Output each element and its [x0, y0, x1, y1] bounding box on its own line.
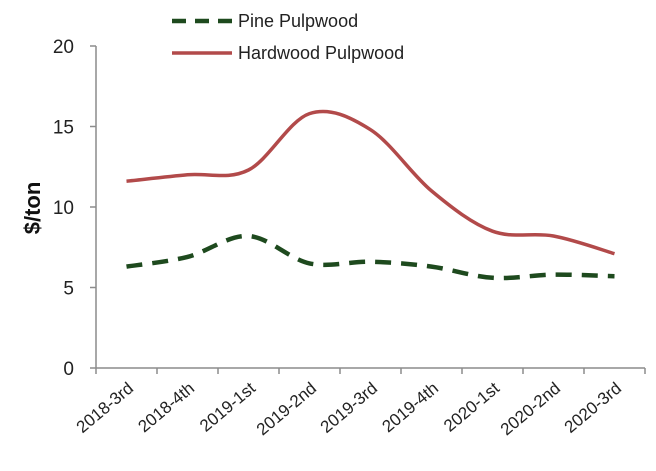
data-point: [308, 112, 312, 116]
x-ticks: 2018-3rd2018-4th2019-1st2019-2nd2019-3rd…: [73, 368, 646, 440]
x-tick-label: 2020-1st: [440, 378, 503, 435]
data-point: [369, 128, 373, 132]
data-point: [186, 255, 190, 259]
x-tick-label: 2019-1st: [196, 378, 259, 435]
series-layer: [125, 109, 617, 281]
legend-label-pine: Pine Pulpwood: [238, 11, 358, 31]
x-tick-label: 2018-3rd: [73, 379, 137, 437]
data-point: [186, 173, 190, 177]
y-tick-label: 10: [53, 198, 74, 219]
legend: Pine Pulpwood Hardwood Pulpwood: [172, 11, 404, 63]
x-tick-label: 2020-3rd: [561, 379, 625, 437]
y-tick-label: 15: [53, 118, 74, 139]
y-ticks: 0 5 10 15 20: [53, 37, 96, 380]
series-line-hardwood-pulpwood: [126, 109, 615, 256]
x-tick-label: 2019-2nd: [253, 379, 320, 440]
data-point: [491, 229, 495, 233]
legend-label-hardwood: Hardwood Pulpwood: [238, 43, 404, 63]
y-tick-label: 0: [63, 359, 74, 380]
y-axis-label: $/ton: [20, 182, 45, 235]
y-tick-label: 5: [63, 279, 74, 300]
data-point: [613, 252, 617, 256]
x-tick-label: 2019-3rd: [317, 379, 381, 437]
series-line-pine-pulpwood: [126, 233, 615, 281]
data-point: [369, 260, 373, 264]
data-point: [430, 189, 434, 193]
data-point: [613, 274, 617, 278]
data-point: [247, 234, 251, 238]
x-tick-label: 2018-4th: [134, 379, 198, 437]
data-point: [125, 265, 129, 269]
x-tick-label: 2020-2nd: [497, 379, 564, 440]
x-tick-label: 2019-4th: [378, 379, 442, 437]
data-point: [308, 261, 312, 265]
data-point: [247, 168, 251, 172]
data-point: [552, 234, 556, 238]
data-point: [491, 276, 495, 280]
data-point: [430, 265, 434, 269]
data-point: [552, 273, 556, 277]
data-point: [125, 179, 129, 183]
y-tick-label: 20: [53, 37, 74, 58]
